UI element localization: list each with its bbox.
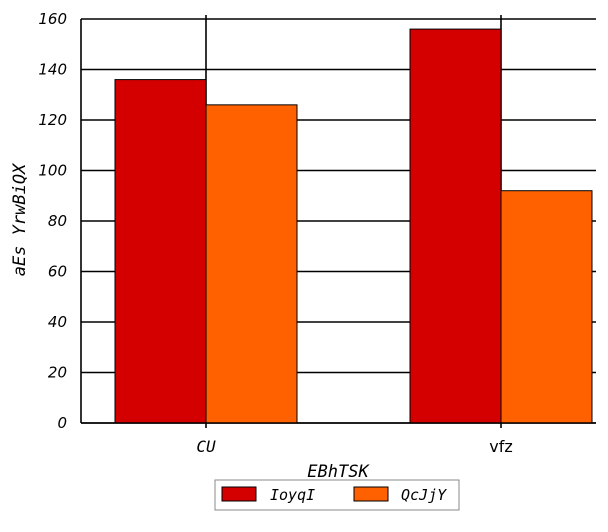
x-axis-label: EBhTSK xyxy=(307,462,370,482)
x-tick-label: vfz xyxy=(489,437,513,456)
bar-QcJjY-vfz xyxy=(500,190,593,424)
y-tick-label: 100 xyxy=(38,162,67,180)
axes xyxy=(80,19,596,424)
y-tick-label: 160 xyxy=(38,10,67,28)
legend-swatch xyxy=(221,486,257,502)
legend: IoyqI QcJjY xyxy=(214,479,460,511)
bar-QcJjY-CU xyxy=(205,104,298,424)
y-tick-label: 0 xyxy=(57,414,67,432)
x-tick-label: CU xyxy=(196,437,216,456)
bar-IoyqI-CU xyxy=(114,79,207,424)
y-tick-label: 20 xyxy=(48,364,67,382)
y-tick-label: 40 xyxy=(48,313,67,331)
y-tick-label: 60 xyxy=(48,263,67,281)
y-tick-labels: 0 20 40 60 80 100 120 140 160 xyxy=(38,10,67,432)
bar-IoyqI-vfz xyxy=(409,28,502,424)
legend-swatch xyxy=(353,486,389,502)
legend-label: IoyqI xyxy=(270,486,315,504)
legend-label: QcJjY xyxy=(401,486,447,504)
y-tick-label: 80 xyxy=(48,212,67,230)
y-axis-label: aEs YrwBiQX xyxy=(10,162,30,276)
y-tick-label: 140 xyxy=(38,61,67,79)
x-tick-labels: CU vfz xyxy=(196,437,512,456)
bars xyxy=(114,28,593,424)
y-tick-label: 120 xyxy=(38,111,67,129)
